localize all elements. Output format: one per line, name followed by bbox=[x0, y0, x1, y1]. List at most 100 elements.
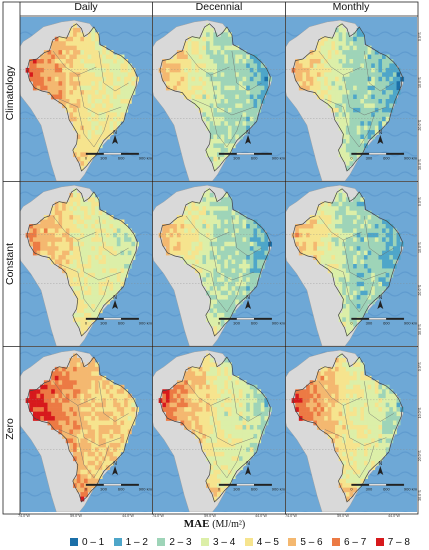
mae-grid-cell bbox=[87, 45, 92, 51]
mae-grid-cell bbox=[202, 259, 207, 265]
mae-grid-cell bbox=[378, 416, 383, 421]
mae-grid-cell bbox=[198, 81, 203, 86]
column-label-daily: Daily bbox=[74, 1, 98, 13]
mae-grid-cell bbox=[224, 107, 229, 113]
mae-grid-cell bbox=[253, 264, 258, 269]
mae-grid-cell bbox=[327, 389, 332, 395]
mae-grid-cell bbox=[353, 425, 358, 430]
mae-grid-cell bbox=[378, 76, 383, 82]
mae-grid-cell bbox=[105, 121, 110, 126]
mae-grid-cell bbox=[91, 474, 96, 479]
mae-grid-cell bbox=[338, 197, 343, 203]
mae-grid-cell bbox=[54, 224, 59, 229]
mae-grid-cell bbox=[353, 250, 358, 256]
mae-grid-cell bbox=[249, 281, 254, 287]
mae-grid-cell bbox=[91, 393, 96, 399]
mae-grid-cell bbox=[392, 398, 397, 403]
mae-grid-cell bbox=[224, 442, 229, 448]
mae-grid-cell bbox=[176, 246, 181, 251]
mae-grid-cell bbox=[360, 36, 365, 42]
mae-grid-cell bbox=[80, 447, 85, 453]
mae-grid-cell bbox=[324, 85, 329, 91]
mae-grid-cell bbox=[353, 465, 358, 471]
mae-grid-cell bbox=[80, 50, 85, 55]
mae-grid-cell bbox=[385, 232, 390, 238]
mae-grid-cell bbox=[65, 246, 70, 251]
mae-grid-cell bbox=[84, 281, 88, 287]
mae-grid-cell bbox=[102, 460, 107, 466]
scale-bar-segment bbox=[85, 317, 104, 320]
lat-tick: 0.0°S bbox=[418, 32, 422, 41]
mae-grid-cell bbox=[65, 228, 70, 234]
mae-grid-cell bbox=[224, 474, 229, 479]
mae-grid-cell bbox=[335, 241, 339, 247]
mae-grid-cell bbox=[231, 442, 236, 448]
mae-grid-cell bbox=[331, 76, 336, 82]
mae-grid-cell bbox=[184, 67, 189, 73]
mae-grid-cell bbox=[76, 371, 81, 377]
mae-grid-cell bbox=[84, 116, 88, 122]
mae-grid-cell bbox=[91, 451, 96, 457]
mae-grid-cell bbox=[29, 72, 34, 78]
mae-grid-cell bbox=[220, 134, 225, 140]
mae-grid-cell bbox=[253, 255, 258, 260]
mae-grid-cell bbox=[84, 147, 88, 153]
brazil-border bbox=[292, 188, 403, 337]
mae-grid-cell bbox=[187, 398, 192, 403]
mae-grid-cell bbox=[335, 366, 339, 372]
mae-grid-cell bbox=[169, 85, 174, 91]
mae-grid-cell bbox=[58, 224, 63, 229]
mae-grid-cell bbox=[213, 250, 218, 256]
mae-grid-cell bbox=[105, 90, 110, 95]
mae-grid-cell bbox=[127, 241, 132, 247]
mae-grid-cell bbox=[202, 402, 207, 408]
mae-grid-cell bbox=[309, 246, 314, 251]
mae-grid-cell bbox=[356, 264, 361, 269]
mae-grid-cell bbox=[378, 425, 383, 430]
mae-grid-cell bbox=[242, 103, 247, 109]
mae-grid-cell bbox=[209, 398, 214, 403]
mae-grid-cell bbox=[382, 286, 386, 291]
mae-grid-cell bbox=[195, 201, 200, 207]
mae-grid-cell bbox=[356, 308, 361, 314]
mae-grid-cell bbox=[76, 215, 81, 220]
state-border bbox=[364, 381, 394, 422]
mae-grid-cell bbox=[367, 107, 372, 113]
mae-grid-cell bbox=[324, 201, 329, 207]
mae-grid-cell bbox=[162, 76, 167, 82]
mae-grid-cell bbox=[87, 362, 92, 368]
mae-grid-cell bbox=[80, 496, 85, 502]
mae-grid-cell bbox=[91, 32, 96, 38]
legend-item: 5 – 6 bbox=[288, 537, 323, 548]
mae-grid-cell bbox=[367, 411, 372, 417]
mae-grid-cell bbox=[213, 483, 218, 488]
mae-grid-cell bbox=[198, 41, 203, 46]
mae-grid-cell bbox=[29, 407, 34, 412]
mae-grid-cell bbox=[209, 139, 214, 144]
mae-grid-cell bbox=[47, 59, 52, 64]
mae-grid-cell bbox=[217, 398, 221, 403]
mae-grid-cell bbox=[94, 384, 99, 390]
mae-grid-cell bbox=[217, 456, 221, 462]
mae-grid-cell bbox=[202, 107, 207, 113]
mae-grid-cell bbox=[385, 433, 390, 439]
mae-grid-cell bbox=[231, 416, 236, 421]
mae-grid-cell bbox=[231, 90, 236, 95]
mae-grid-cell bbox=[94, 375, 99, 381]
mae-grid-cell bbox=[338, 375, 343, 381]
mae-grid-cell bbox=[313, 407, 318, 412]
mae-grid-cell bbox=[105, 67, 110, 73]
mae-grid-cell bbox=[202, 85, 207, 91]
mae-grid-cell bbox=[213, 215, 218, 220]
mae-grid-cell bbox=[73, 41, 78, 46]
mae-grid-cell bbox=[80, 116, 85, 122]
mae-grid-cell bbox=[227, 121, 232, 126]
mae-grid-cell bbox=[113, 224, 118, 229]
mae-grid-cell bbox=[338, 237, 343, 243]
mae-grid-cell bbox=[349, 478, 354, 484]
mae-grid-cell bbox=[360, 197, 365, 203]
mae-grid-cell bbox=[257, 107, 262, 113]
mae-grid-cell bbox=[91, 121, 96, 126]
mae-grid-cell bbox=[374, 215, 379, 220]
mae-grid-cell bbox=[360, 237, 365, 243]
